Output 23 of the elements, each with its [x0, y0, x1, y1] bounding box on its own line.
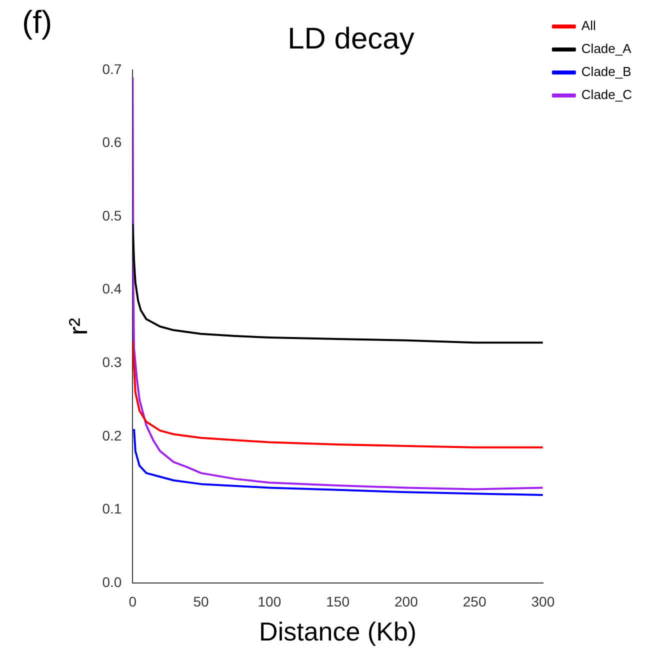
- y-tick-label: 0.2: [102, 427, 122, 444]
- y-axis-title: r²: [62, 318, 93, 336]
- y-tick-label: 0.6: [102, 134, 122, 150]
- x-tick-label: 250: [462, 593, 486, 610]
- y-tick-label: 0.0: [102, 574, 122, 590]
- x-tick-label: 150: [326, 593, 350, 610]
- y-tick-label: 0.4: [102, 280, 122, 297]
- legend-label: Clade_A: [581, 41, 632, 56]
- x-tick-label: 300: [531, 593, 555, 610]
- y-tick-label: 0.3: [102, 354, 122, 370]
- x-tick-label: 100: [258, 593, 282, 610]
- x-axis-title: Distance (Kb): [259, 616, 417, 647]
- text: (f): [22, 4, 52, 40]
- y-tick-label: 0.5: [102, 207, 122, 224]
- chart-title: LD decay: [288, 22, 414, 56]
- y-tick-label: 0.7: [102, 60, 122, 77]
- x-tick-label: 200: [394, 593, 418, 610]
- legend-label: All: [581, 18, 596, 34]
- x-tick-label: 50: [193, 593, 210, 610]
- x-tick-label: 0: [128, 593, 137, 610]
- legend-label: Clade_C: [581, 87, 632, 102]
- y-tick-label: 0.1: [102, 500, 122, 517]
- legend-label: Clade_B: [581, 64, 632, 80]
